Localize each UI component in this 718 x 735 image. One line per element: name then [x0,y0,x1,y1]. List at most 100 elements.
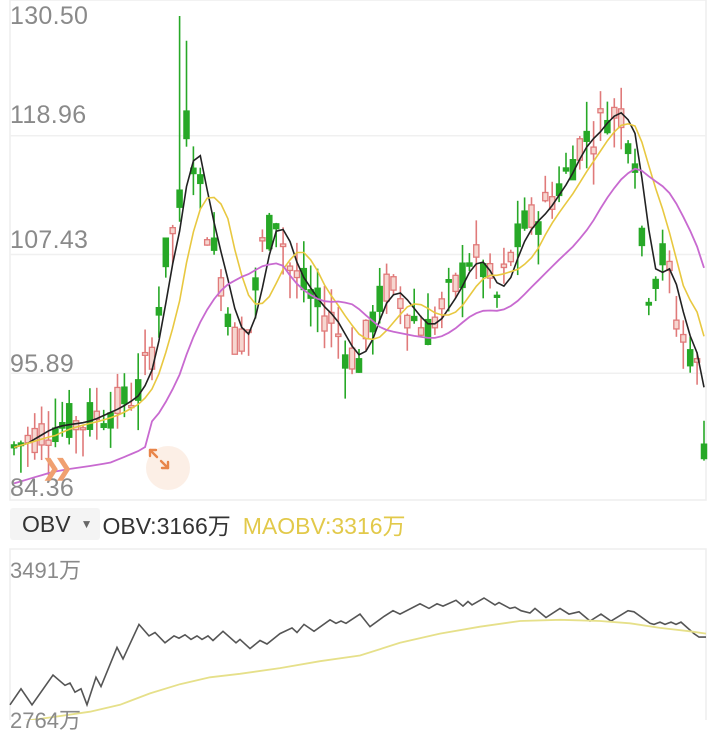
maobv-line [24,618,707,720]
y-axis-label-bottom: 84.36 [10,474,75,502]
candle [404,313,411,351]
candle [638,225,646,257]
candle [10,441,18,456]
obv-y-label-bottom: 2764万 [10,708,81,733]
candle [604,101,611,135]
candle [31,413,38,460]
ma-long-line [13,167,705,485]
candle [169,224,176,265]
indicator-selector[interactable]: OBV ▼ [10,508,101,540]
candle [542,175,549,203]
candle [680,320,687,369]
candle [79,425,87,457]
candle [424,293,432,346]
candle [369,305,377,355]
candle [52,398,59,448]
maobv-value: MAOBV:3316万 [242,513,406,539]
candle [652,276,659,302]
candle [445,267,452,312]
candle [321,285,328,349]
obv-plot[interactable] [0,545,718,720]
candle [259,229,266,253]
y-axis-label-top: 130.50 [10,2,89,30]
candle [611,98,618,148]
candle [514,200,521,276]
obv-value: OBV:3166万 [102,513,231,539]
candle [45,411,52,476]
candle [231,322,239,355]
candle [335,306,342,359]
candle [114,373,121,429]
dropdown-caret-icon: ▼ [80,517,93,531]
candle [700,420,708,461]
candle [252,267,259,319]
candle [190,146,197,196]
candle [341,340,349,399]
candle [562,152,570,174]
candlestick-plot[interactable] [0,0,718,505]
expand-chart-button[interactable] [146,446,190,490]
candle [72,415,80,454]
y-axis-label-4: 95.89 [10,350,75,378]
candle [86,388,94,437]
candle [383,263,390,314]
candle [410,288,418,324]
candle [134,353,142,431]
candle [417,315,425,337]
candle [107,391,114,448]
expand-arrows-icon [148,448,170,470]
ma-short-line [13,111,705,449]
candle [197,167,204,210]
candle [500,247,508,284]
obv-line [9,597,706,708]
candle [266,212,273,251]
candle [293,242,301,299]
obv-chart[interactable]: 3491万 2764万 [0,545,718,733]
candle [590,121,597,185]
obv-y-label-top: 3491万 [10,558,81,583]
candle [507,249,515,267]
candle [355,349,363,373]
candle [645,297,653,316]
indicator-selector-label: OBV [22,510,71,537]
candle [183,40,190,147]
candle [162,237,170,278]
double-chevron-right-icon[interactable]: ❯❯ [42,455,73,480]
candle [452,272,459,298]
candle [121,373,128,418]
candle [390,274,397,296]
candle [473,220,480,280]
candle [362,319,370,351]
candle [203,237,211,246]
candle [224,307,232,336]
candle [272,222,280,248]
candle [493,291,501,308]
candle [624,140,632,164]
candle [238,316,245,355]
ma-mid-line [13,122,705,449]
candle [673,296,680,337]
candle [376,267,383,324]
candle [466,253,473,272]
candle [286,262,294,299]
candle [176,16,183,222]
candle [141,329,149,376]
candle [155,286,163,338]
candle [438,291,446,329]
indicator-bar: OBV ▼ OBV:3166万 MAOBV:3316万 [0,505,718,543]
candle [548,181,556,219]
candle [65,389,73,445]
price-chart[interactable]: 130.50 118.96 107.43 95.89 84.36 ❯❯ [0,0,718,505]
candle [693,352,701,385]
candle [617,87,625,150]
candle [93,387,101,440]
candle [24,426,32,467]
y-axis-label-3: 107.43 [10,226,89,254]
candle [397,286,404,325]
candle [521,197,528,231]
candle [686,336,694,373]
candle [583,101,590,169]
y-axis-label-2: 118.96 [10,101,87,129]
candle [576,136,584,170]
candle [348,327,356,375]
